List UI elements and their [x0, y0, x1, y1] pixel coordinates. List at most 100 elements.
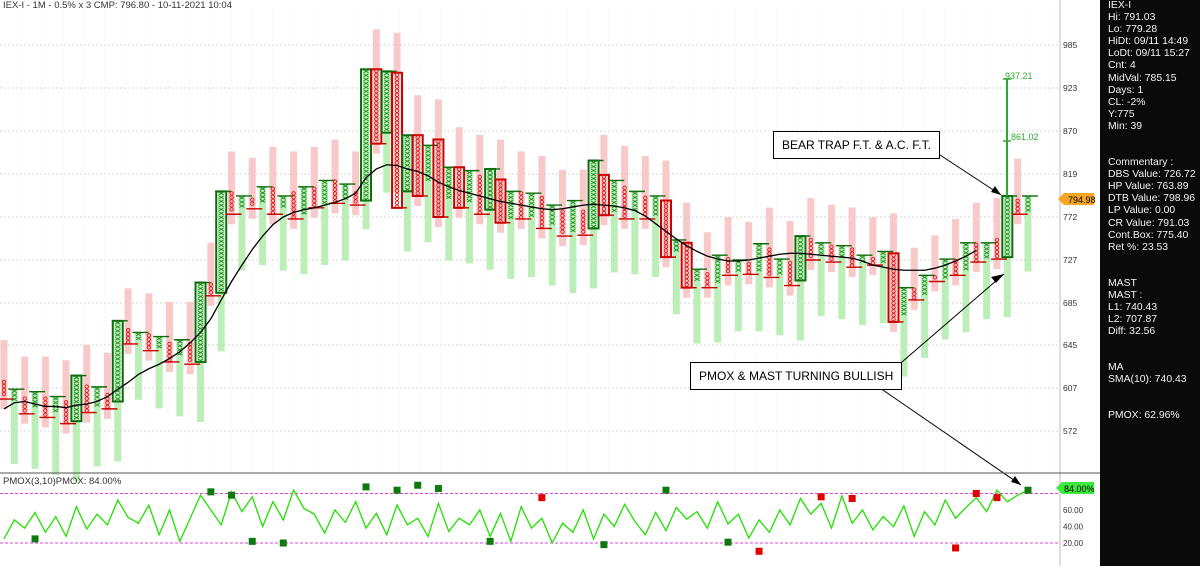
o-mark — [394, 96, 400, 101]
x-mark — [404, 163, 411, 168]
o-mark — [498, 191, 503, 196]
x-mark — [1025, 200, 1031, 204]
x-mark — [963, 266, 969, 271]
o-mark — [725, 264, 731, 270]
o-mark — [394, 152, 400, 157]
side-line: SMA(10): 740.43 — [1108, 374, 1187, 386]
x-mark — [528, 201, 535, 206]
x-mark — [321, 184, 328, 189]
o-mark — [891, 253, 896, 258]
bar — [693, 269, 701, 344]
o-mark — [684, 262, 689, 267]
o-mark — [374, 137, 379, 142]
o-mark — [787, 268, 793, 274]
o-mark — [415, 183, 420, 188]
o-mark — [374, 133, 379, 138]
o-mark — [684, 278, 689, 283]
x-mark — [735, 264, 742, 268]
bar — [755, 243, 763, 332]
o-mark — [684, 258, 689, 263]
bar — [548, 205, 556, 286]
o-mark — [891, 273, 896, 278]
o-mark — [374, 113, 379, 118]
o-mark — [394, 132, 400, 137]
x-mark — [549, 213, 555, 217]
o-mark — [787, 272, 793, 278]
x-mark — [714, 275, 721, 280]
o-mark — [436, 207, 441, 212]
bar — [486, 168, 494, 270]
o-mark — [394, 196, 400, 201]
o-mark — [684, 254, 689, 259]
x-mark — [363, 69, 369, 74]
x-mark — [797, 236, 804, 240]
x-mark — [963, 250, 969, 255]
x-mark — [197, 282, 204, 287]
x-mark — [1004, 212, 1011, 216]
pmox-layer — [3, 481, 1032, 555]
o-mark — [456, 171, 462, 176]
x-mark — [73, 391, 80, 396]
bar — [796, 236, 804, 341]
side-line: MidVal: 785.15 — [1108, 72, 1177, 84]
o-mark — [125, 332, 131, 337]
x-mark — [52, 400, 59, 405]
x-mark — [363, 137, 369, 142]
x-mark — [115, 380, 121, 385]
o-mark — [394, 136, 400, 141]
o-mark — [188, 349, 193, 354]
o-mark — [436, 159, 441, 164]
x-mark — [301, 190, 307, 195]
x-mark — [632, 203, 638, 208]
o-mark — [415, 143, 420, 148]
bar — [186, 301, 194, 375]
o-mark — [374, 85, 379, 90]
o-mark — [353, 199, 358, 204]
x-mark — [115, 376, 121, 381]
x-mark — [425, 169, 431, 174]
o-mark — [519, 191, 524, 196]
x-mark — [52, 408, 59, 413]
o-mark — [684, 246, 689, 251]
o-mark — [394, 80, 400, 85]
pnf-columns-layer — [0, 68, 1038, 425]
o-mark — [1015, 206, 1020, 211]
x-mark — [487, 193, 493, 197]
pmox-marker — [848, 494, 856, 502]
side-line: LoDt: 09/11 15:27 — [1108, 48, 1190, 60]
x-mark — [363, 73, 369, 78]
side-line: MAST : — [1108, 289, 1143, 301]
x-mark — [508, 203, 514, 208]
bar — [41, 356, 49, 428]
pmox-axis-layer: 60.00 40.00 20.00 — [1063, 506, 1084, 548]
o-mark — [477, 198, 482, 204]
o-mark — [560, 229, 565, 234]
o-mark — [581, 209, 586, 214]
x-mark — [570, 224, 576, 229]
bar — [848, 207, 856, 278]
bar — [455, 127, 463, 218]
o-mark — [84, 384, 89, 389]
x-mark — [901, 287, 907, 292]
bar — [776, 259, 784, 336]
x-mark — [363, 85, 369, 90]
o-mark — [415, 191, 420, 196]
x-mark — [694, 273, 700, 278]
x-mark — [590, 160, 597, 165]
x-mark — [363, 113, 369, 118]
o-mark — [767, 267, 772, 272]
x-mark — [363, 133, 369, 138]
o-mark — [994, 249, 1000, 255]
side-line: IEX-I — [1108, 0, 1132, 11]
o-mark — [539, 219, 545, 225]
o-mark — [22, 404, 27, 409]
o-mark — [125, 328, 131, 333]
o-mark — [1015, 198, 1020, 203]
pmox-marker — [414, 481, 422, 489]
x-mark — [115, 372, 121, 377]
bar — [10, 389, 18, 464]
o-mark — [581, 221, 586, 226]
x-mark — [1004, 244, 1011, 248]
x-mark — [11, 389, 18, 394]
o-mark — [1015, 202, 1020, 207]
